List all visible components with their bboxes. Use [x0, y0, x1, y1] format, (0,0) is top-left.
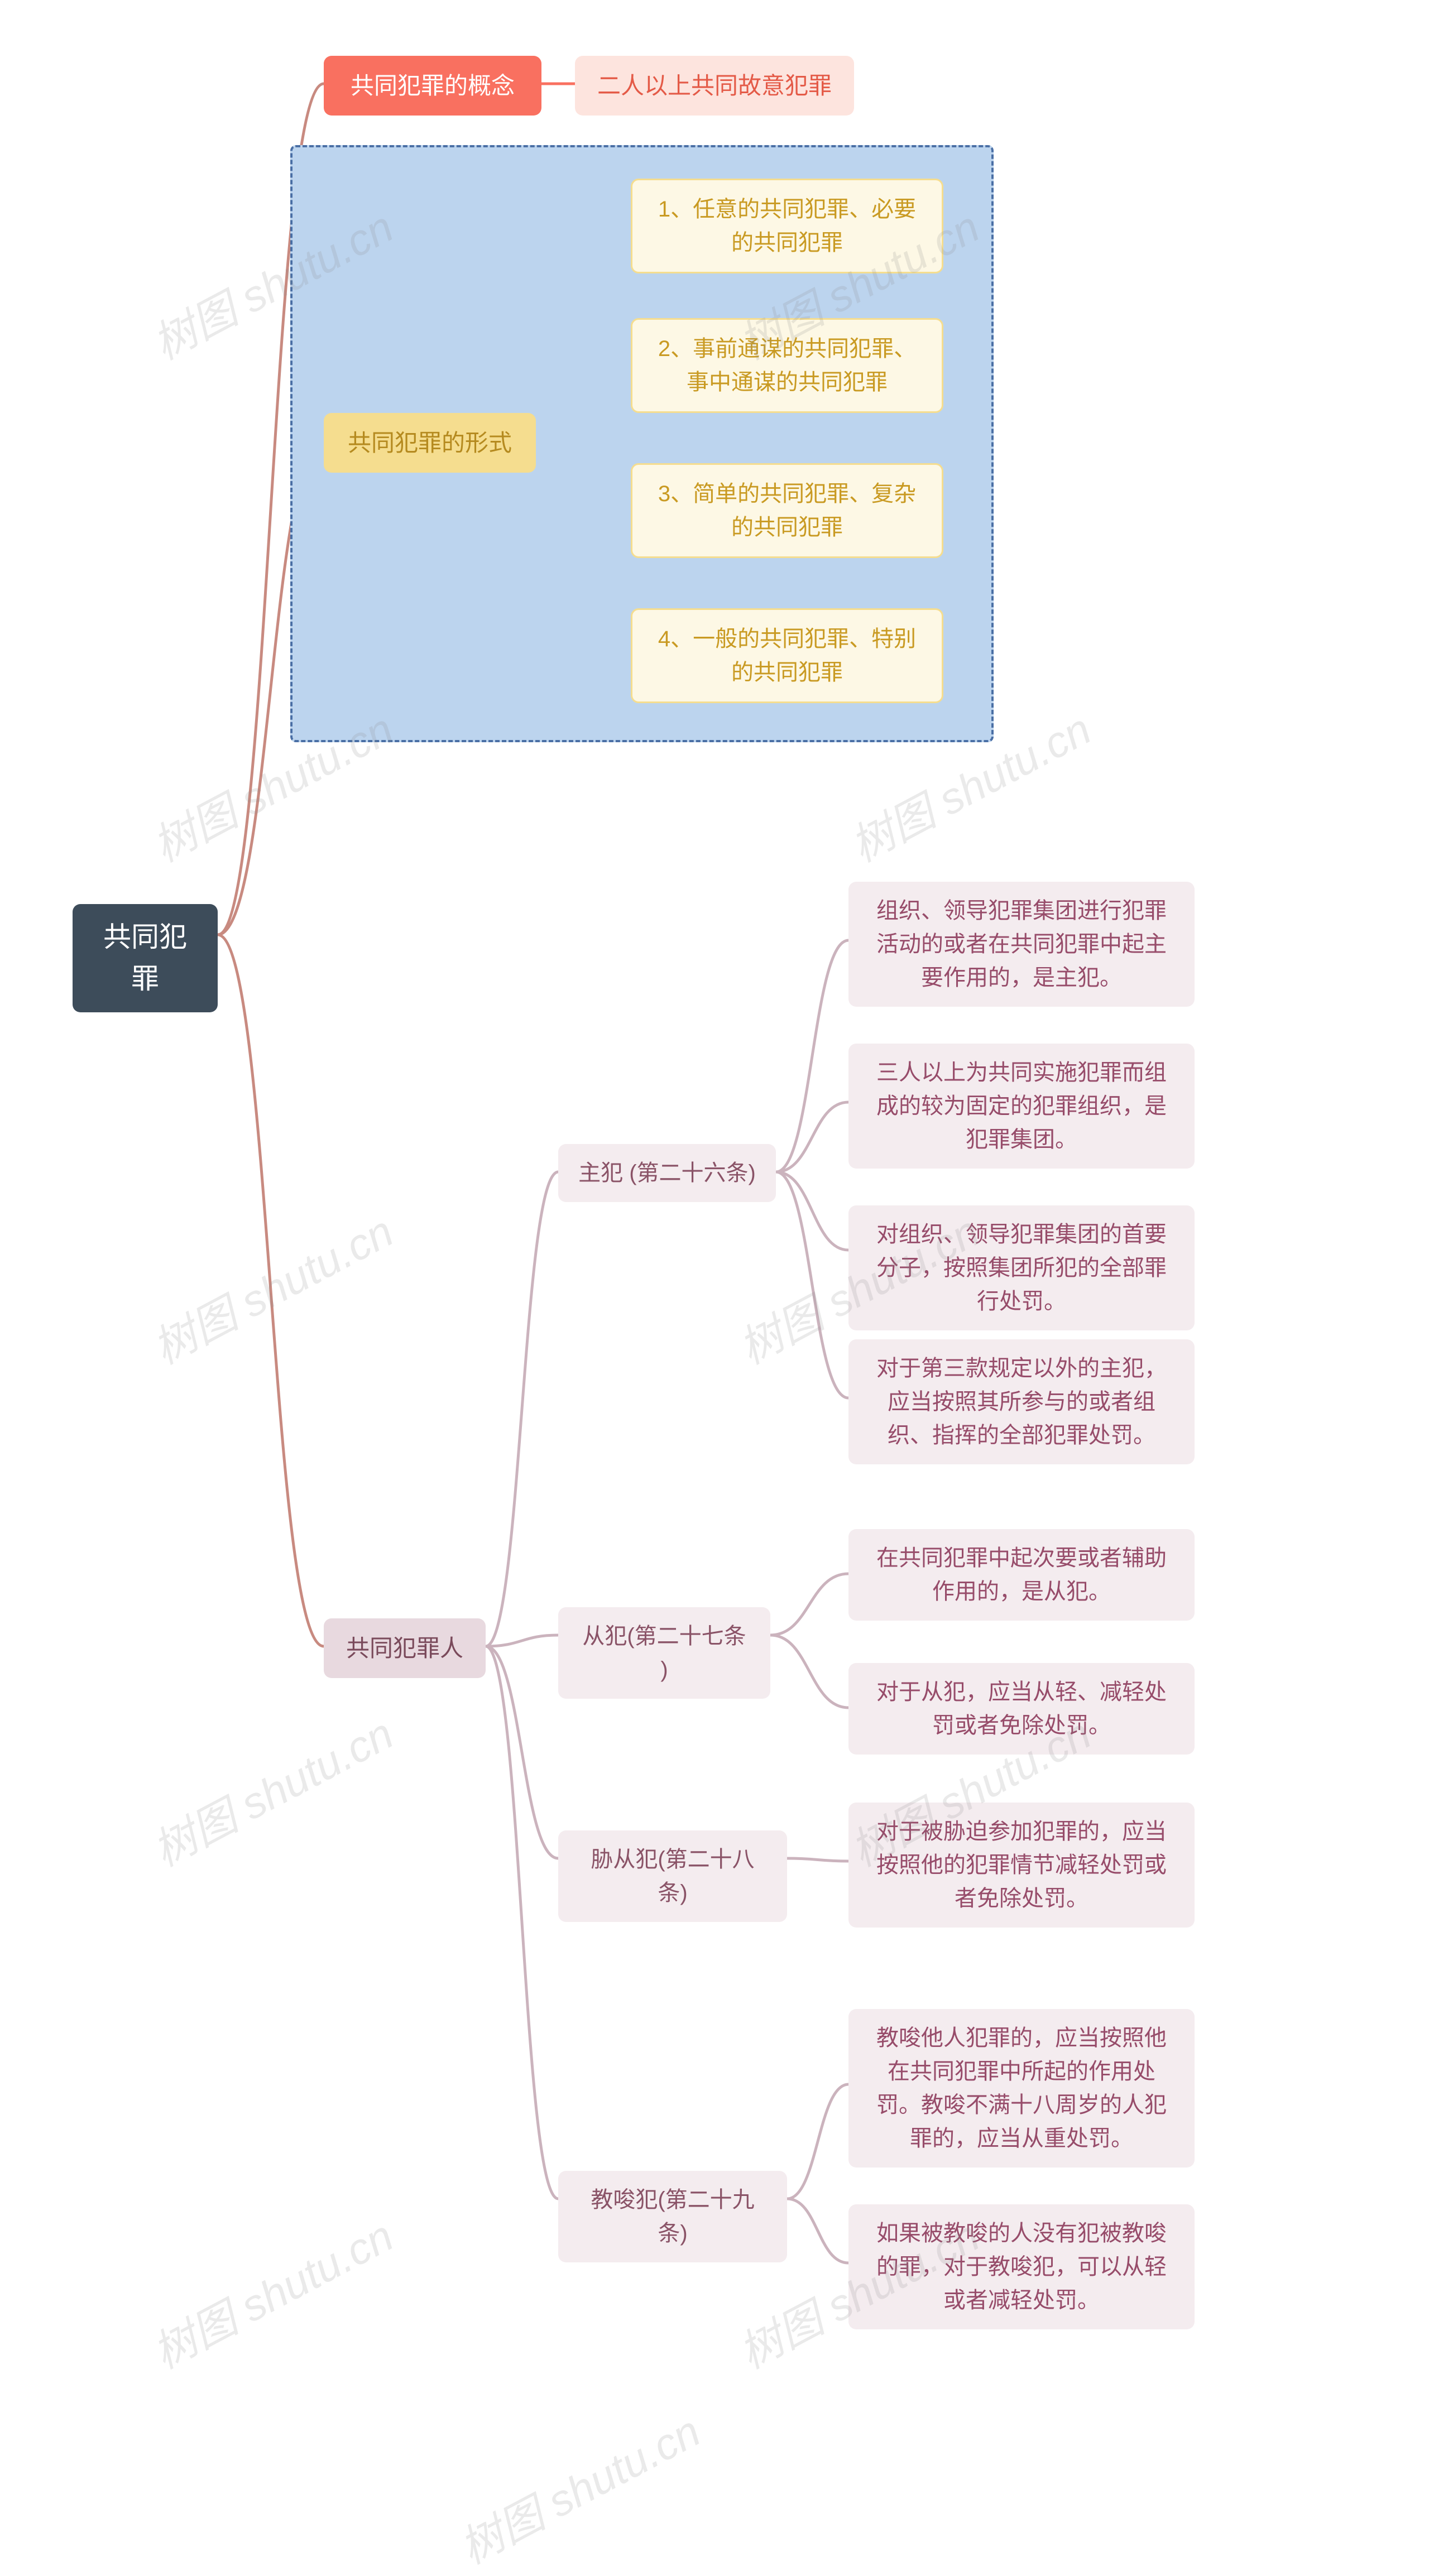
person-leaf: 对于第三款规定以外的主犯，应当按照其所参与的或者组织、指挥的全部犯罪处罚。 [848, 1339, 1195, 1464]
watermark: 树图 shutu.cn [140, 2202, 402, 2381]
person-leaf: 如果被教唆的人没有犯被教唆的罪，对于教唆犯，可以从轻或者减轻处罚。 [848, 2204, 1195, 2329]
concept-leaf: 二人以上共同故意犯罪 [575, 56, 854, 116]
person-leaf: 对于从犯，应当从轻、减轻处罚或者免除处罚。 [848, 1663, 1195, 1755]
person-leaf: 对于被胁迫参加犯罪的，应当按照他的犯罪情节减轻处罚或者免除处罚。 [848, 1803, 1195, 1928]
person-l3-node: 教唆犯(第二十九条) [558, 2171, 787, 2262]
watermark: 树图 shutu.cn [140, 1700, 402, 1879]
person-leaf: 在共同犯罪中起次要或者辅助作用的，是从犯。 [848, 1529, 1195, 1621]
watermark: 树图 shutu.cn [447, 2397, 709, 2576]
person-l3-node: 从犯(第二十七条 ) [558, 1607, 770, 1699]
persons-node: 共同犯罪人 [324, 1618, 486, 1678]
person-l3-node: 胁从犯(第二十八条) [558, 1830, 787, 1922]
watermark: 树图 shutu.cn [140, 1198, 402, 1377]
person-l3-node: 主犯 (第二十六条) [558, 1144, 776, 1202]
person-leaf: 三人以上为共同实施犯罪而组成的较为固定的犯罪组织，是犯罪集团。 [848, 1044, 1195, 1169]
person-leaf: 对组织、领导犯罪集团的首要分子，按照集团所犯的全部罪行处罚。 [848, 1205, 1195, 1330]
person-leaf: 教唆他人犯罪的，应当按照他在共同犯罪中所起的作用处罚。教唆不满十八周岁的人犯罪的… [848, 2009, 1195, 2168]
forms-leaf: 3、简单的共同犯罪、复杂的共同犯罪 [631, 463, 943, 558]
concept-node: 共同犯罪的概念 [324, 56, 541, 116]
forms-node: 共同犯罪的形式 [324, 413, 536, 473]
person-leaf: 组织、领导犯罪集团进行犯罪活动的或者在共同犯罪中起主要作用的，是主犯。 [848, 882, 1195, 1007]
forms-leaf: 1、任意的共同犯罪、必要的共同犯罪 [631, 179, 943, 273]
forms-leaf: 4、一般的共同犯罪、特别的共同犯罪 [631, 608, 943, 703]
forms-leaf: 2、事前通谋的共同犯罪、事中通谋的共同犯罪 [631, 318, 943, 413]
root-node: 共同犯罪 [73, 904, 218, 1012]
